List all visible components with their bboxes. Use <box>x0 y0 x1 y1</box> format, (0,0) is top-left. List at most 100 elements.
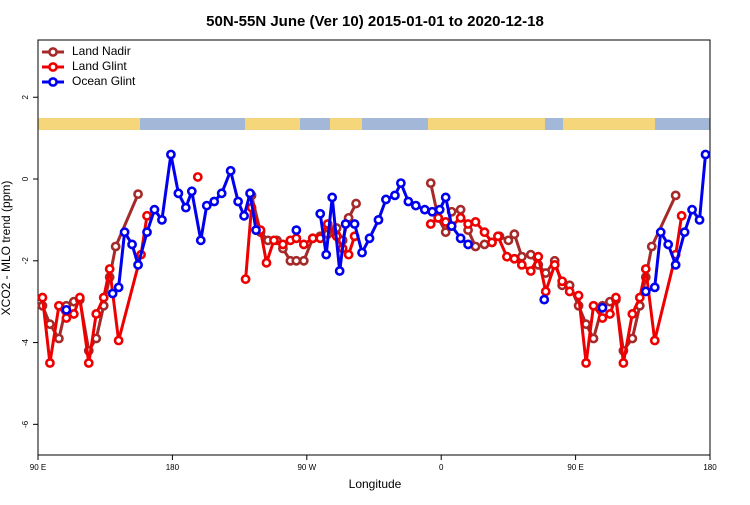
data-point <box>113 335 124 346</box>
data-point <box>670 190 681 201</box>
data-point <box>479 227 490 238</box>
data-point <box>539 294 550 305</box>
data-point <box>455 212 466 223</box>
data-point <box>364 233 375 244</box>
data-point <box>487 237 497 248</box>
data-point <box>440 192 451 203</box>
chart-title: 50N-55N June (Ver 10) 2015-01-01 to 2020… <box>206 13 544 30</box>
data-point <box>340 219 351 229</box>
series <box>61 149 711 315</box>
y-tick-label: -4 <box>21 338 30 346</box>
data-point <box>646 241 657 252</box>
data-point <box>640 264 651 274</box>
data-point <box>157 215 167 225</box>
data-point <box>61 313 72 323</box>
data-point <box>113 282 124 293</box>
data-point <box>357 247 367 258</box>
data-point <box>240 274 251 285</box>
data-point <box>419 204 430 215</box>
data-point <box>649 282 660 293</box>
data-point <box>564 286 575 297</box>
data-point <box>233 196 244 207</box>
data-point <box>463 219 473 229</box>
y-tick-label: -2 <box>21 257 30 265</box>
data-point <box>45 319 55 330</box>
data-point <box>516 259 527 270</box>
data-point <box>618 358 629 368</box>
data-point <box>611 292 621 303</box>
data-point <box>192 172 203 182</box>
x-tick-label: 90 W <box>297 463 316 472</box>
data-point <box>127 239 137 250</box>
x-tick-label: 0 <box>439 463 444 472</box>
data-point <box>107 288 118 299</box>
data-point <box>557 276 568 287</box>
data-point <box>225 165 236 176</box>
data-point <box>634 292 645 303</box>
data-point <box>269 235 279 246</box>
data-point <box>479 239 490 250</box>
data-point <box>166 149 176 160</box>
data-point <box>278 239 288 250</box>
data-point <box>509 229 520 240</box>
data-point <box>351 198 361 209</box>
data-point <box>54 300 64 311</box>
data-point <box>291 225 302 236</box>
data-point <box>98 292 109 303</box>
data-point <box>694 215 705 225</box>
data-point <box>663 239 674 250</box>
data-point <box>390 190 400 201</box>
data-point <box>425 219 436 229</box>
data-point <box>503 235 514 246</box>
data-point <box>83 358 94 368</box>
data-point <box>676 210 687 221</box>
data-point <box>149 204 160 215</box>
data-point <box>54 333 64 344</box>
x-axis-label: Longitude <box>349 477 402 491</box>
data-point <box>245 188 255 199</box>
data-point <box>516 251 527 262</box>
data-point <box>298 255 309 266</box>
data-point <box>216 188 227 199</box>
data-point <box>433 212 444 223</box>
data-point <box>261 257 272 268</box>
data-point <box>91 309 102 319</box>
data-point <box>307 233 318 244</box>
data-point <box>209 196 220 207</box>
land-ocean-strip <box>38 118 710 130</box>
data-point <box>133 259 143 270</box>
data-point <box>525 249 536 260</box>
data-point <box>395 178 406 189</box>
y-axis-label: XCO2 - MLO trend (ppm) <box>0 181 13 316</box>
data-point <box>173 188 184 199</box>
data-point <box>291 233 302 244</box>
data-point <box>446 221 457 231</box>
data-point <box>687 204 697 215</box>
data-point <box>455 233 466 244</box>
x-tick-label: 180 <box>166 463 180 472</box>
data-point <box>315 208 326 219</box>
data-point <box>640 286 651 297</box>
data-point <box>455 204 466 215</box>
data-point <box>434 204 445 215</box>
ocean-band <box>362 118 428 130</box>
data-point <box>470 241 481 252</box>
data-point <box>110 241 121 252</box>
data-point <box>440 227 451 238</box>
data-point <box>381 194 391 205</box>
data-point <box>493 231 503 242</box>
ocean-band <box>655 118 710 130</box>
x-tick-label: 180 <box>703 463 717 472</box>
data-point <box>239 210 249 221</box>
data-point <box>573 290 584 301</box>
data-point <box>679 227 690 238</box>
plot-frame <box>37 39 711 456</box>
data-point <box>291 255 302 266</box>
data-point <box>470 217 481 227</box>
data-point <box>373 215 384 225</box>
data-point <box>581 358 591 368</box>
legend-label: Land Nadir <box>72 44 131 58</box>
data-point <box>410 200 421 211</box>
